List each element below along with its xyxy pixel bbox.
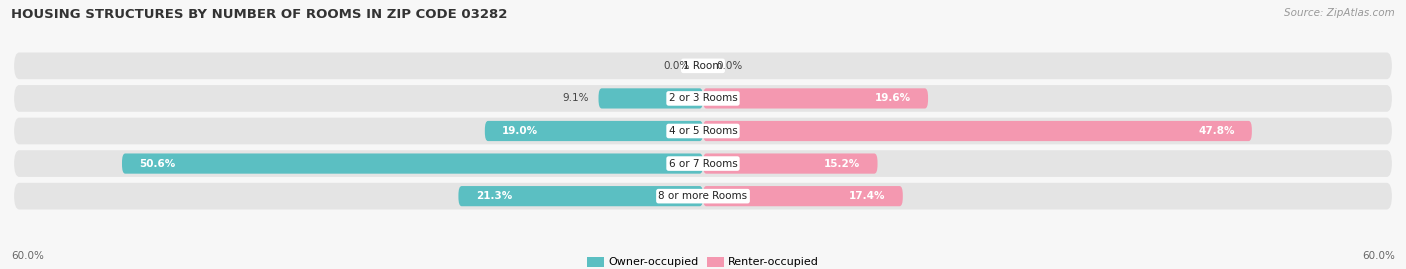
Text: 0.0%: 0.0% — [717, 61, 742, 71]
Text: 6 or 7 Rooms: 6 or 7 Rooms — [669, 158, 737, 169]
Text: 60.0%: 60.0% — [11, 251, 44, 261]
FancyBboxPatch shape — [14, 52, 1392, 79]
Text: 47.8%: 47.8% — [1198, 126, 1234, 136]
FancyBboxPatch shape — [14, 183, 1392, 210]
Text: 4 or 5 Rooms: 4 or 5 Rooms — [669, 126, 737, 136]
FancyBboxPatch shape — [599, 88, 703, 108]
Text: 17.4%: 17.4% — [849, 191, 886, 201]
FancyBboxPatch shape — [122, 154, 703, 174]
FancyBboxPatch shape — [458, 186, 703, 206]
FancyBboxPatch shape — [703, 154, 877, 174]
Legend: Owner-occupied, Renter-occupied: Owner-occupied, Renter-occupied — [582, 252, 824, 269]
Text: 9.1%: 9.1% — [562, 93, 589, 103]
Text: 21.3%: 21.3% — [475, 191, 512, 201]
Text: 60.0%: 60.0% — [1362, 251, 1395, 261]
FancyBboxPatch shape — [14, 118, 1392, 144]
FancyBboxPatch shape — [703, 88, 928, 108]
FancyBboxPatch shape — [703, 186, 903, 206]
Text: 19.0%: 19.0% — [502, 126, 538, 136]
Text: 2 or 3 Rooms: 2 or 3 Rooms — [669, 93, 737, 103]
FancyBboxPatch shape — [485, 121, 703, 141]
FancyBboxPatch shape — [14, 150, 1392, 177]
Text: 19.6%: 19.6% — [875, 93, 911, 103]
Text: 15.2%: 15.2% — [824, 158, 860, 169]
FancyBboxPatch shape — [14, 85, 1392, 112]
Text: 1 Room: 1 Room — [683, 61, 723, 71]
Text: 8 or more Rooms: 8 or more Rooms — [658, 191, 748, 201]
Text: 50.6%: 50.6% — [139, 158, 176, 169]
FancyBboxPatch shape — [703, 121, 1251, 141]
Text: HOUSING STRUCTURES BY NUMBER OF ROOMS IN ZIP CODE 03282: HOUSING STRUCTURES BY NUMBER OF ROOMS IN… — [11, 8, 508, 21]
Text: Source: ZipAtlas.com: Source: ZipAtlas.com — [1284, 8, 1395, 18]
Text: 0.0%: 0.0% — [664, 61, 689, 71]
